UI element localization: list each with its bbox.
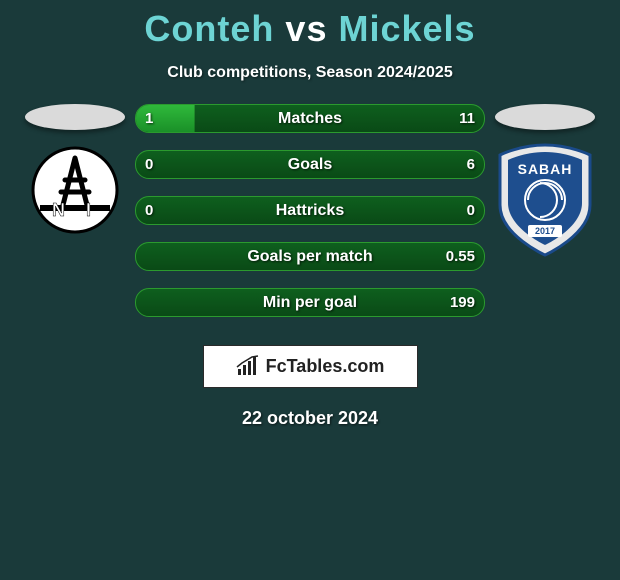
comparison-content: N I Matches111 Goals06 Hattricks00 Goals pe… bbox=[0, 104, 620, 317]
brand-text: FcTables.com bbox=[266, 356, 385, 377]
svg-text:2017: 2017 bbox=[535, 226, 555, 236]
player2-photo-placeholder bbox=[495, 104, 595, 130]
player1-photo-placeholder bbox=[25, 104, 125, 130]
stat-row: Matches111 bbox=[135, 104, 485, 133]
svg-text:N: N bbox=[52, 200, 65, 220]
stat-row: Goals per match0.55 bbox=[135, 242, 485, 271]
stat-track bbox=[135, 196, 485, 225]
stat-row: Goals06 bbox=[135, 150, 485, 179]
stat-track bbox=[135, 288, 485, 317]
player1-name: Conteh bbox=[144, 8, 274, 49]
comparison-title: Conteh vs Mickels bbox=[0, 0, 620, 50]
brand-attribution: FcTables.com bbox=[203, 345, 418, 388]
player2-name: Mickels bbox=[338, 8, 475, 49]
title-vs: vs bbox=[285, 8, 327, 49]
stat-fill-left bbox=[136, 105, 195, 132]
stat-bars: Matches111 Goals06 Hattricks00 Goals per ma… bbox=[135, 104, 485, 317]
bar-chart-icon bbox=[236, 355, 260, 379]
right-side: SABAH 2017 bbox=[485, 104, 605, 317]
stat-track bbox=[135, 150, 485, 179]
player2-club-badge: SABAH 2017 bbox=[490, 140, 600, 265]
stat-row: Hattricks00 bbox=[135, 196, 485, 225]
stat-track bbox=[135, 104, 485, 133]
snapshot-date: 22 october 2024 bbox=[0, 408, 620, 429]
svg-text:SABAH: SABAH bbox=[518, 161, 573, 177]
svg-text:I: I bbox=[86, 200, 91, 220]
club-badge-right-icon: SABAH 2017 bbox=[490, 140, 600, 260]
stat-row: Min per goal199 bbox=[135, 288, 485, 317]
season-subtitle: Club competitions, Season 2024/2025 bbox=[0, 64, 620, 82]
player1-club-badge: N I bbox=[25, 140, 125, 245]
left-side: N I bbox=[15, 104, 135, 317]
club-badge-left-icon: N I bbox=[25, 140, 125, 240]
stat-track bbox=[135, 242, 485, 271]
